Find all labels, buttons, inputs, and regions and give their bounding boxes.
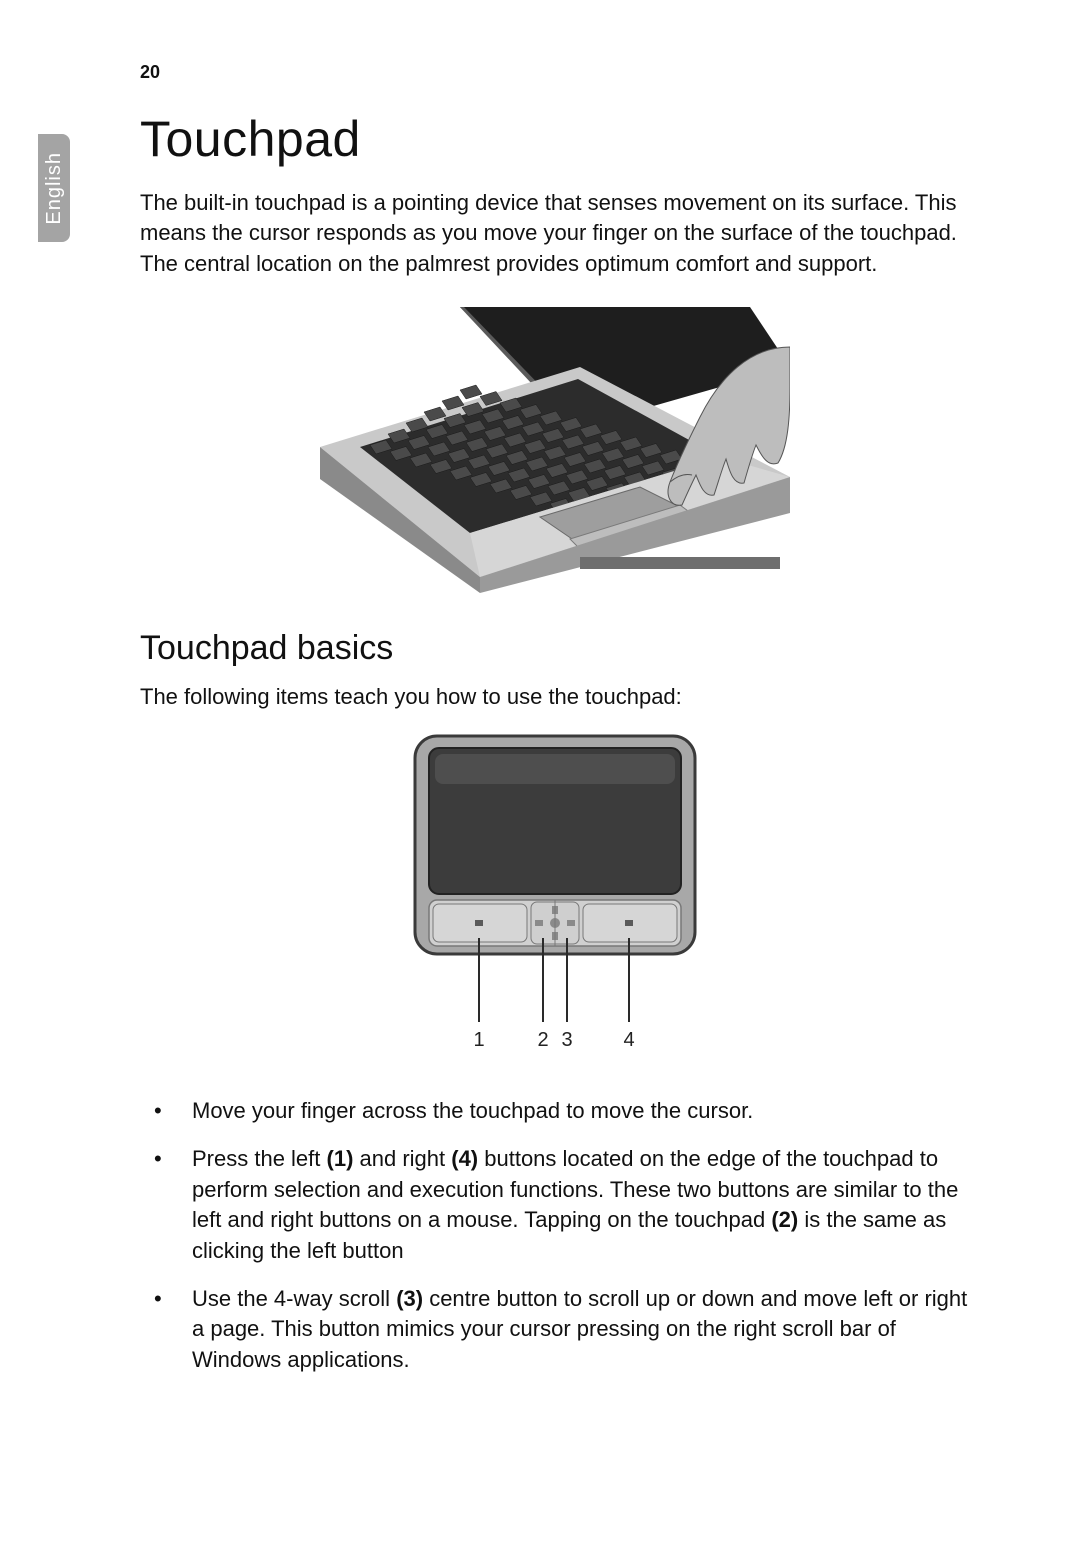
instruction-list: Move your finger across the touchpad to … [140, 1096, 970, 1375]
text-run: Press the left [192, 1146, 327, 1171]
list-item: Press the left (1) and right (4) buttons… [140, 1144, 970, 1265]
manual-page: 20 English Touchpad The built-in touchpa… [0, 0, 1080, 1549]
language-tab: English [38, 134, 70, 242]
figure-laptop-touchpad [140, 307, 970, 593]
page-title: Touchpad [140, 110, 970, 168]
list-item: Move your finger across the touchpad to … [140, 1096, 970, 1126]
page-number: 20 [140, 62, 160, 83]
intro-paragraph: The built-in touchpad is a pointing devi… [140, 188, 970, 279]
text-run: Move your finger across the touchpad to … [192, 1098, 753, 1123]
bold-ref: (3) [396, 1286, 423, 1311]
bold-ref: (1) [327, 1146, 354, 1171]
page-content: Touchpad The built-in touchpad is a poin… [140, 110, 970, 1375]
section-lead: The following items teach you how to use… [140, 684, 970, 710]
figure-touchpad-diagram: 1 2 3 4 [140, 730, 970, 1060]
list-item: Use the 4-way scroll (3) centre button t… [140, 1284, 970, 1375]
svg-text:1: 1 [473, 1029, 484, 1051]
bold-ref: (4) [451, 1146, 478, 1171]
text-run: and right [353, 1146, 451, 1171]
section-subtitle: Touchpad basics [140, 629, 970, 668]
text-run: Use the 4-way scroll [192, 1286, 396, 1311]
language-tab-label: English [43, 152, 66, 225]
svg-text:4: 4 [623, 1029, 634, 1051]
svg-text:2: 2 [537, 1029, 548, 1051]
svg-text:3: 3 [561, 1029, 572, 1051]
bold-ref: (2) [771, 1207, 798, 1232]
